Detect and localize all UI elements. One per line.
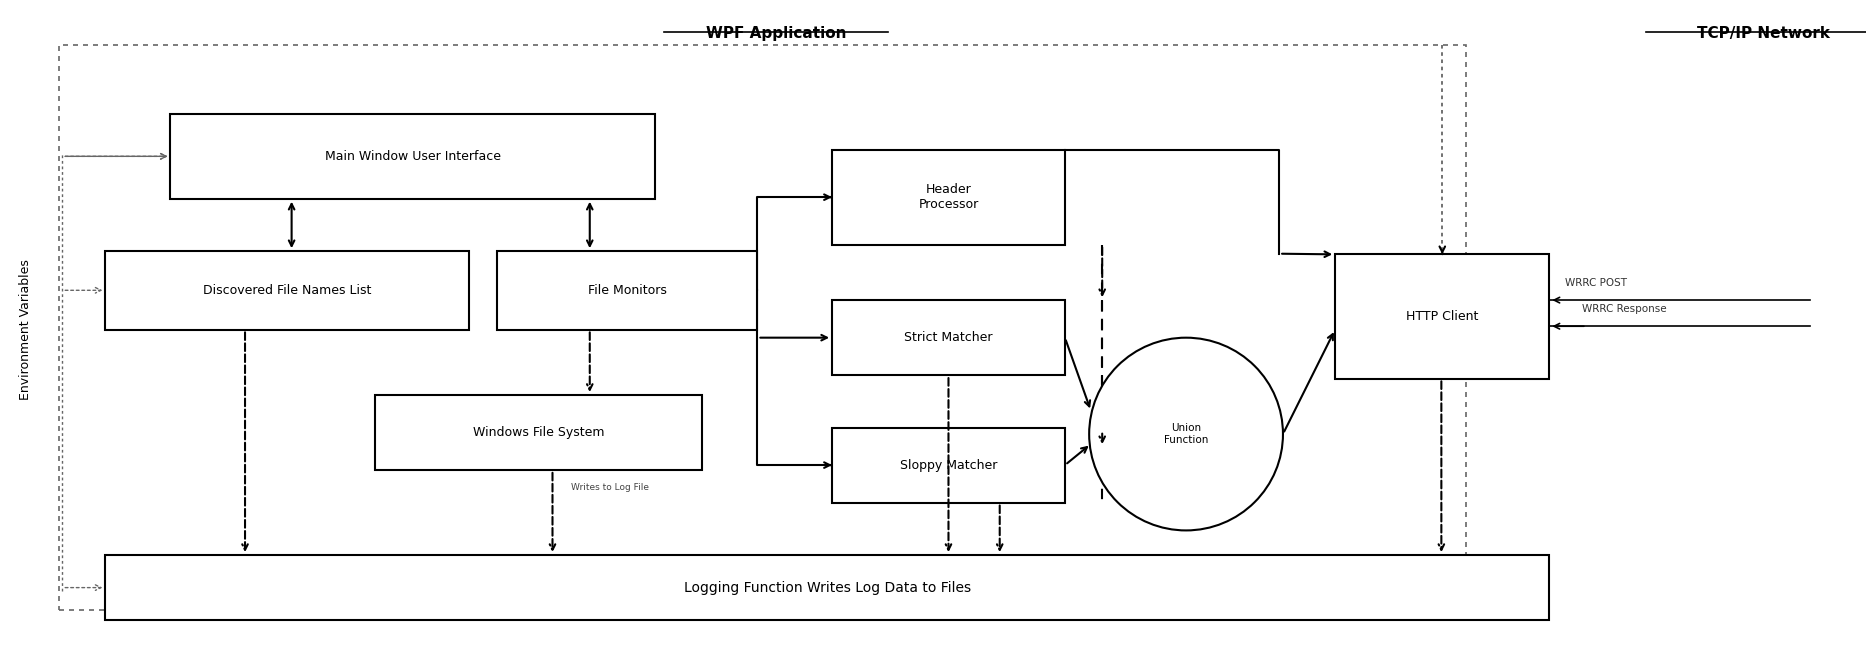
- Text: Windows File System: Windows File System: [473, 426, 604, 439]
- Text: Strict Matcher: Strict Matcher: [905, 331, 992, 344]
- Text: Writes to Log File: Writes to Log File: [572, 483, 649, 492]
- Ellipse shape: [1090, 337, 1282, 530]
- Text: Header
Processor: Header Processor: [918, 183, 979, 211]
- Text: WPF Application: WPF Application: [706, 26, 847, 41]
- Text: Union
Function: Union Function: [1164, 423, 1207, 445]
- FancyBboxPatch shape: [105, 251, 469, 330]
- FancyBboxPatch shape: [376, 395, 701, 470]
- FancyBboxPatch shape: [497, 251, 757, 330]
- Text: File Monitors: File Monitors: [587, 284, 667, 297]
- Text: TCP/IP Network: TCP/IP Network: [1697, 26, 1830, 41]
- Text: Environment Variables: Environment Variables: [19, 259, 32, 400]
- Text: Discovered File Names List: Discovered File Names List: [202, 284, 372, 297]
- Text: HTTP Client: HTTP Client: [1405, 310, 1478, 323]
- Text: WRRC Response: WRRC Response: [1581, 304, 1667, 314]
- Text: Main Window User Interface: Main Window User Interface: [325, 150, 501, 163]
- FancyBboxPatch shape: [832, 300, 1065, 375]
- FancyBboxPatch shape: [832, 150, 1065, 244]
- Text: Logging Function Writes Log Data to Files: Logging Function Writes Log Data to File…: [684, 581, 970, 594]
- Text: WRRC POST: WRRC POST: [1564, 278, 1628, 289]
- FancyBboxPatch shape: [832, 428, 1065, 503]
- FancyBboxPatch shape: [105, 555, 1549, 620]
- FancyBboxPatch shape: [1334, 254, 1549, 378]
- FancyBboxPatch shape: [170, 114, 654, 199]
- Text: Sloppy Matcher: Sloppy Matcher: [899, 459, 998, 472]
